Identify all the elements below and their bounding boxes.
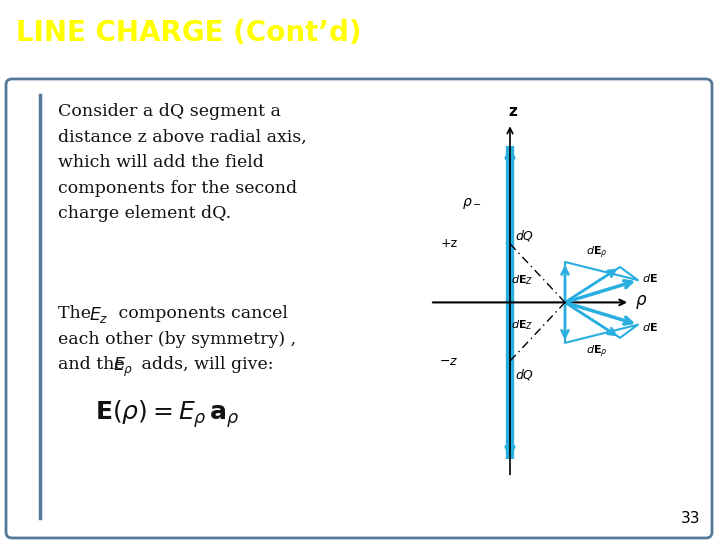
FancyBboxPatch shape — [6, 79, 712, 538]
Text: $\rho$: $\rho$ — [635, 293, 647, 312]
Text: $\mathit{E}_\rho$: $\mathit{E}_\rho$ — [113, 356, 133, 379]
Text: LINE CHARGE (Cont’d): LINE CHARGE (Cont’d) — [16, 19, 361, 47]
Text: each other (by symmetry) ,: each other (by symmetry) , — [58, 330, 296, 348]
Text: dQ: dQ — [515, 230, 533, 242]
Text: $\mathbf{E}(\rho)= E_{\rho}\,\mathbf{a}_{\rho}$: $\mathbf{E}(\rho)= E_{\rho}\,\mathbf{a}_… — [95, 399, 240, 430]
Text: $\rho_-$: $\rho_-$ — [462, 197, 482, 211]
Text: $d\mathbf{E}_\rho$: $d\mathbf{E}_\rho$ — [586, 344, 608, 360]
Text: adds, will give:: adds, will give: — [136, 356, 274, 373]
Text: $d\mathbf{E}$: $d\mathbf{E}$ — [642, 321, 658, 333]
Text: $\mathit{E}_z$: $\mathit{E}_z$ — [89, 306, 109, 326]
Text: $d\mathbf{E}_Z$: $d\mathbf{E}_Z$ — [510, 318, 533, 332]
Text: and the: and the — [58, 356, 130, 373]
Text: +z: +z — [441, 237, 458, 250]
Text: Consider a dQ segment a
distance z above radial axis,
which will add the field
c: Consider a dQ segment a distance z above… — [58, 103, 307, 222]
Text: $d\mathbf{E}$: $d\mathbf{E}$ — [642, 272, 658, 284]
Text: $d\mathbf{E}_Z$: $d\mathbf{E}_Z$ — [510, 273, 533, 287]
Text: z: z — [508, 104, 518, 119]
Text: dQ: dQ — [515, 368, 533, 381]
Text: $d\mathbf{E}_\rho$: $d\mathbf{E}_\rho$ — [586, 245, 608, 261]
Text: $-z$: $-z$ — [438, 355, 458, 368]
Text: 33: 33 — [680, 511, 700, 526]
Text: The: The — [58, 306, 96, 322]
Text: components cancel: components cancel — [113, 306, 288, 322]
